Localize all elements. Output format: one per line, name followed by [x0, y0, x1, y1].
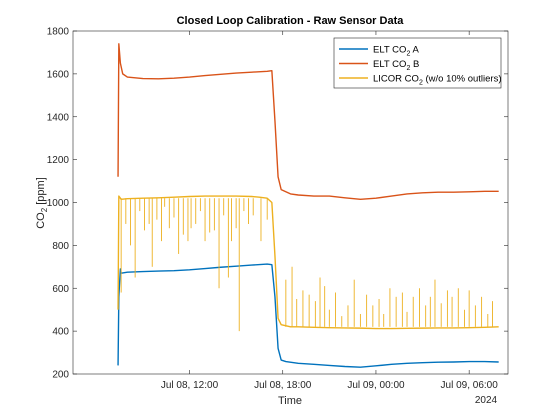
- y-tick-label: 400: [52, 327, 69, 338]
- y-tick-label: 1600: [47, 69, 70, 80]
- y-axis-label-subscript: 2: [40, 207, 49, 212]
- series-1-line: [117, 263, 499, 368]
- series-1: [117, 263, 499, 368]
- x-tick-label: Jul 08, 18:00: [254, 380, 312, 391]
- series-2: [117, 43, 499, 200]
- y-tick-label: 1000: [47, 198, 70, 209]
- chart-title: Closed Loop Calibration - Raw Sensor Dat…: [177, 15, 405, 27]
- legend-label-1: ELT CO2 A: [373, 45, 419, 58]
- y-axis-label-base: CO: [35, 212, 47, 229]
- x-tick-label: Jul 09, 06:00: [441, 380, 499, 391]
- y-tick-label: 600: [52, 284, 69, 295]
- y-axis-label-unit: [ppm]: [35, 177, 47, 208]
- x-tick-label: Jul 08, 12:00: [161, 380, 219, 391]
- y-tick-label: 200: [52, 370, 69, 381]
- legend-label-2: ELT CO2 B: [373, 59, 419, 72]
- x-tick-label: Jul 09, 00:00: [347, 380, 405, 391]
- series-3: [117, 195, 499, 332]
- y-axis-label: CO2 [ppm]: [35, 177, 49, 229]
- x-axis-label: Time: [278, 395, 302, 407]
- series-2-line: [117, 43, 499, 200]
- legend-label-3: LICOR CO2 (w/o 10% outliers): [373, 74, 502, 87]
- axes-layer: 200 400 600 800 1000 1200 1400 1600 1800 Jul 08, …: [47, 27, 509, 391]
- y-tick-label: 1200: [47, 155, 70, 166]
- y-tick-label: 1400: [47, 112, 70, 123]
- y-tick-label: 1800: [47, 27, 70, 38]
- y-tick-label: 800: [52, 241, 69, 252]
- series-3-line: [117, 195, 499, 330]
- x-axis-year-label: 2024: [475, 395, 498, 406]
- series-layer: [117, 43, 499, 368]
